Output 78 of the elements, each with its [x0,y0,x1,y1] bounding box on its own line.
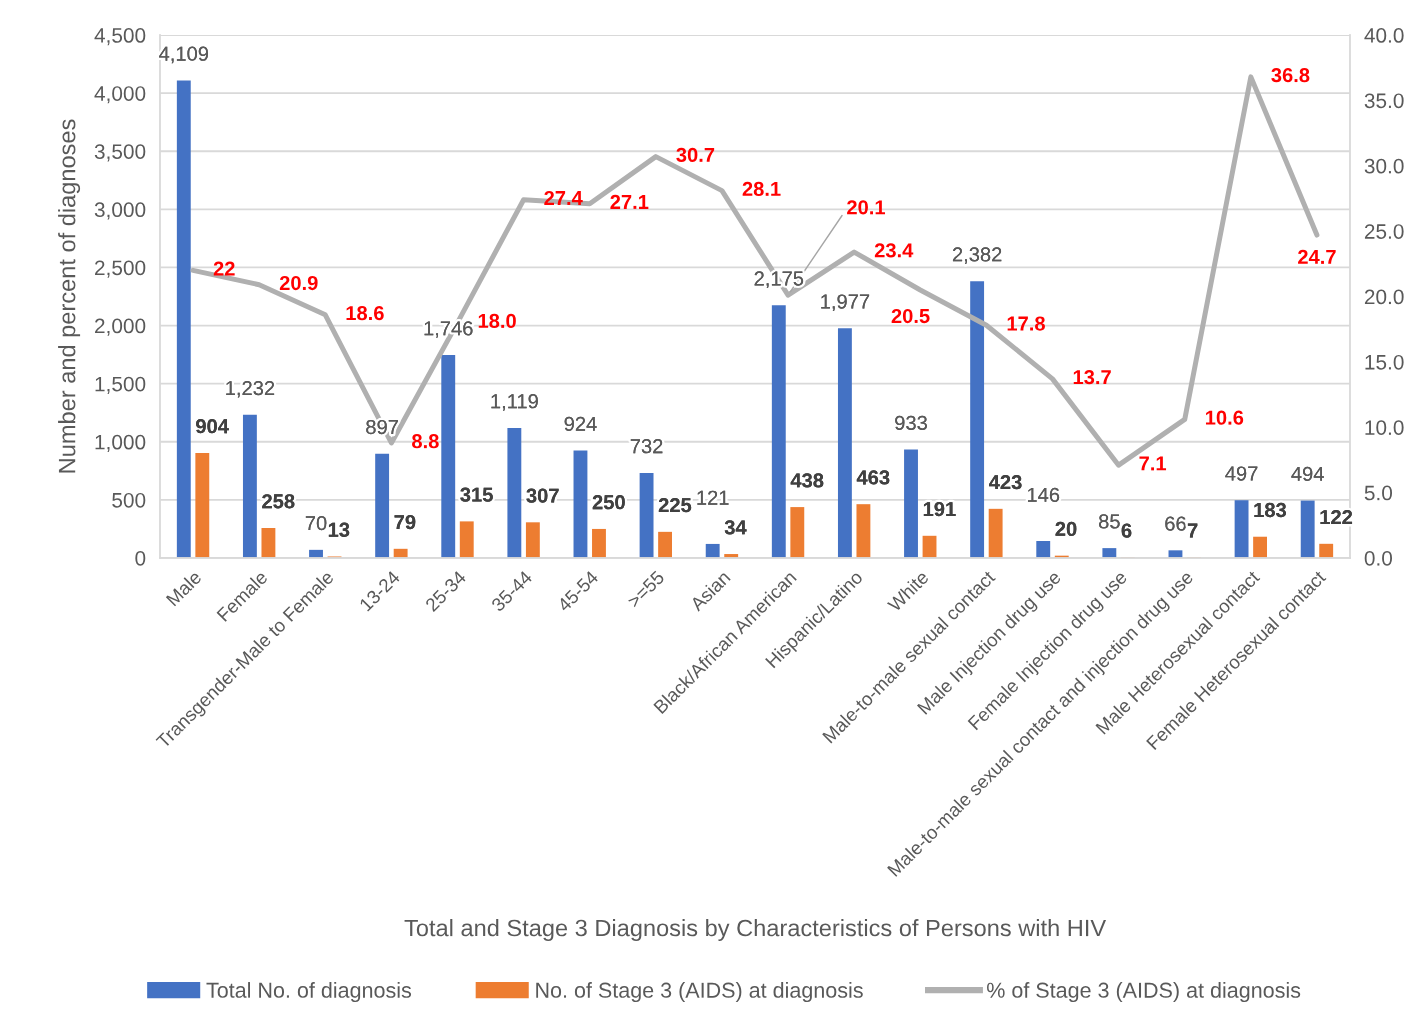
data-label: 28.1 [742,181,781,197]
data-label: 1,977 [821,294,870,312]
data-label: 7.1 [1139,456,1167,471]
data-label: 933 [895,415,927,430]
data-label: 66 [1165,516,1186,531]
data-label: 70 [305,516,327,531]
data-label: 122 [1320,509,1353,525]
data-label: 6 [1121,523,1132,538]
data-label: 423 [989,474,1022,490]
y2-tick-label: 0.0 [1364,550,1393,566]
data-label: 315 [460,487,493,502]
data-label: 20.9 [279,275,318,291]
data-label: 225 [658,497,692,513]
y2-tick-label: 30.0 [1364,158,1404,174]
legend-label: No. of Stage 3 (AIDS) at diagnosis [536,982,863,1003]
data-label: 13.7 [1073,370,1111,385]
data-label: 250 [592,495,625,510]
y-tick-label: 1,000 [95,434,146,452]
data-label: 183 [1254,502,1287,518]
data-label: 20 [1055,521,1077,537]
data-label: 924 [564,416,597,432]
y-tick-label: 2,000 [95,318,146,336]
legend-label: % of Stage 3 (AIDS) at diagnosis [987,982,1301,1003]
y2-tick-label: 25.0 [1364,224,1404,239]
data-label: 85 [1099,514,1120,529]
y2-tick-label: 15.0 [1365,354,1404,370]
data-label: 1,746 [424,321,473,338]
data-label: 79 [394,514,416,530]
data-label: 30.7 [676,147,715,163]
data-label: 7 [1187,523,1198,538]
data-label: 191 [923,501,956,517]
data-label: 1,232 [226,380,275,398]
y-tick-label: 4,500 [94,28,146,46]
data-label: 34 [724,520,747,535]
y2-tick-label: 5.0 [1364,485,1393,501]
y-tick-label: 3,500 [94,144,146,162]
y-tick-label: 500 [112,492,146,508]
data-label: 732 [630,439,663,454]
data-label: 904 [196,419,229,434]
data-label: 22 [213,261,235,276]
data-label: 258 [262,494,295,509]
data-label: 24.7 [1298,249,1336,264]
data-label: 146 [1027,487,1060,502]
text: Total and Stage 3 Diagnosis by Characteristics of Persons with HIV [404,919,1107,942]
data-label: 17.8 [1007,316,1045,331]
data-label: 36.8 [1271,68,1310,83]
y-tick-label: 0 [135,550,146,566]
data-label: 438 [790,473,824,488]
data-label: 23.4 [874,243,914,258]
data-label: 18.0 [478,313,516,329]
data-label: 307 [526,488,559,503]
data-label: 18.6 [346,305,384,321]
data-label: 463 [856,470,890,485]
data-label: 2,382 [952,247,1002,264]
data-label: 4,109 [159,46,209,64]
data-label: 13 [328,522,350,537]
data-label: 2,175 [754,271,804,288]
data-label: 8.8 [412,434,439,449]
y2-tick-label: 10.0 [1365,420,1404,435]
y2-tick-label: 40.0 [1364,28,1404,43]
y-tick-label: 3,000 [94,202,146,220]
data-label: 497 [1225,466,1258,481]
data-label: 27.4 [544,190,583,205]
y2-tick-label: 20.0 [1364,289,1404,305]
y2-tick-label: 35.0 [1364,93,1404,109]
data-label: 10.6 [1205,410,1244,425]
data-label: 1,119 [491,394,538,411]
data-label: 20.5 [891,308,930,324]
data-label: 27.1 [610,194,649,209]
legend-label: Total No. of diagnosis [206,982,412,1003]
y-axis-title: Number and percent of diagnoses [58,119,81,473]
y-tick-label: 4,000 [94,86,146,104]
data-label: 494 [1291,466,1324,481]
y-tick-label: 2,500 [95,260,146,278]
data-label: 121 [697,490,729,505]
data-label: 897 [366,419,398,435]
y-tick-label: 1,500 [95,376,146,394]
data-label: 20.1 [847,200,886,215]
